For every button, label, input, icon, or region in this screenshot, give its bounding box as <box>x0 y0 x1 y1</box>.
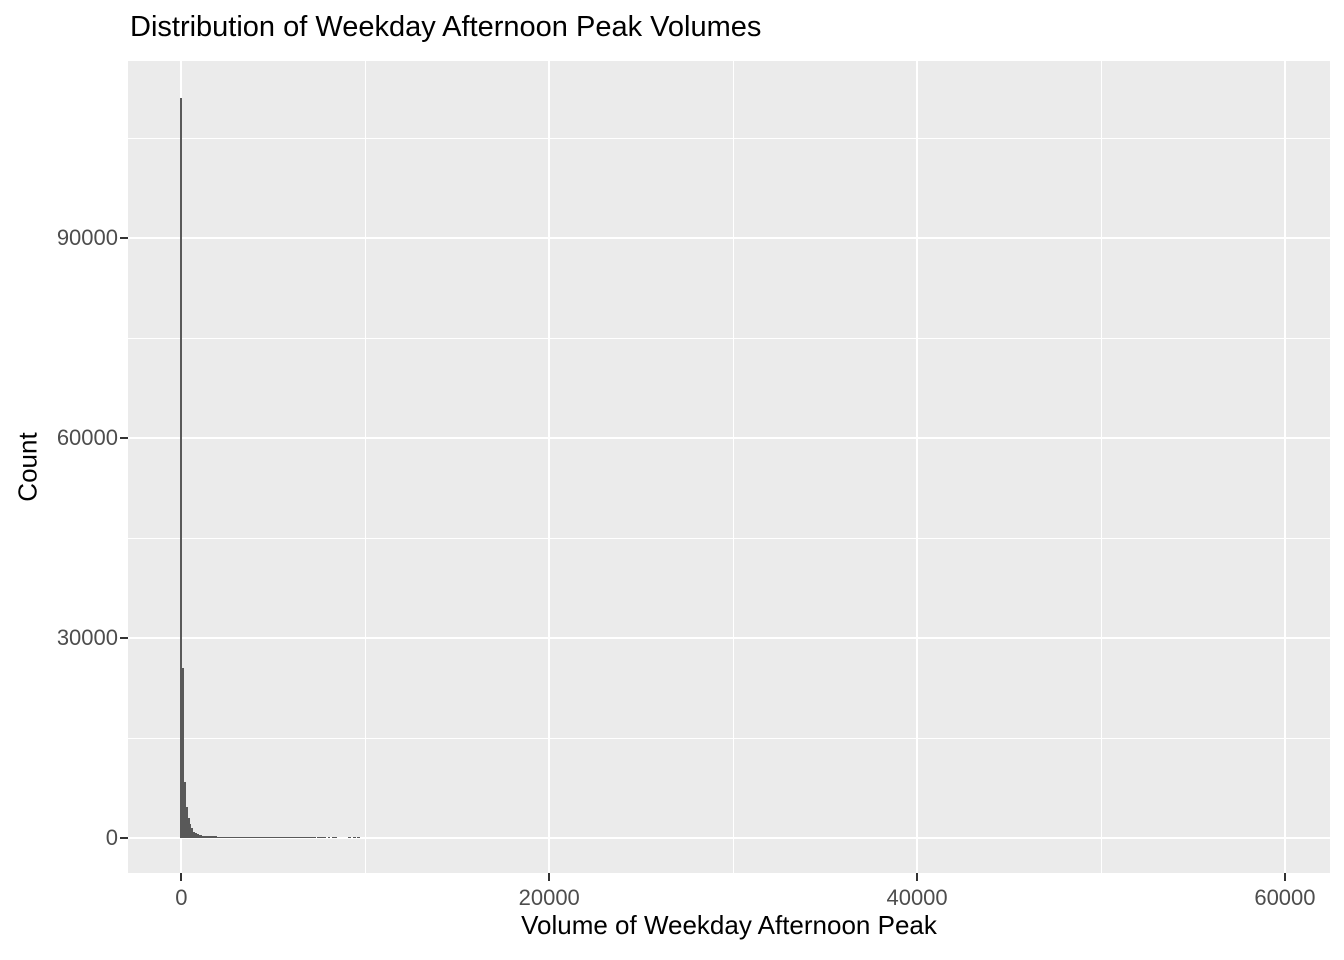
histogram-bar <box>187 818 190 838</box>
plot-panel <box>128 61 1330 873</box>
x-tick-label: 60000 <box>1254 885 1316 910</box>
x-major-gridline <box>548 61 551 873</box>
histogram-tail-bar <box>348 837 352 838</box>
y-tick-mark <box>120 237 128 239</box>
y-minor-gridline <box>128 137 1330 139</box>
histogram-bar <box>189 824 192 838</box>
histogram-bar <box>198 834 201 838</box>
histogram-bar <box>211 836 214 838</box>
y-tick-label: 30000 <box>56 625 118 650</box>
y-tick-mark <box>120 437 128 439</box>
histogram-tail-bar <box>357 837 361 838</box>
x-tick-mark <box>180 873 183 881</box>
histogram-bar <box>184 782 186 838</box>
y-minor-gridline <box>128 537 1330 539</box>
x-minor-gridline <box>364 61 366 873</box>
histogram-bar <box>213 836 216 838</box>
histogram-bar <box>215 836 218 838</box>
x-tick-label: 40000 <box>886 885 948 910</box>
histogram-bar <box>200 835 203 838</box>
histogram-bar <box>193 831 196 838</box>
histogram-bar <box>180 98 183 838</box>
histogram-bar <box>182 668 185 838</box>
histogram-bar <box>209 836 212 838</box>
y-major-gridline <box>128 637 1330 639</box>
histogram-bar <box>191 828 194 838</box>
y-major-gridline <box>128 237 1330 239</box>
y-tick-label: 0 <box>105 825 118 850</box>
y-minor-gridline <box>128 337 1330 339</box>
histogram-bar <box>196 834 199 838</box>
histogram-tail-bar <box>327 836 331 838</box>
x-minor-gridline <box>1100 61 1102 873</box>
histogram-bar <box>204 835 207 838</box>
histogram-bar <box>217 836 220 838</box>
x-tick-mark <box>548 873 551 881</box>
histogram-tail-bar <box>220 836 265 838</box>
histogram-bar <box>206 836 208 838</box>
histogram-bar <box>185 806 188 838</box>
x-axis-title: Volume of Weekday Afternoon Peak <box>521 910 937 940</box>
x-minor-gridline <box>732 61 734 873</box>
y-minor-gridline <box>128 737 1330 739</box>
histogram-tail-bar <box>353 837 356 838</box>
x-tick-label: 0 <box>175 885 188 910</box>
histogram-bar <box>208 836 210 838</box>
y-tick-label: 60000 <box>56 425 118 450</box>
histogram-tail-bar <box>332 836 337 838</box>
histogram-bar <box>202 835 205 838</box>
chart-title: Distribution of Weekday Afternoon Peak V… <box>130 11 762 43</box>
y-tick-mark <box>120 637 128 639</box>
y-tick-mark <box>120 837 128 839</box>
histogram-tail-bar <box>264 836 316 838</box>
x-major-gridline <box>916 61 919 873</box>
x-tick-mark <box>916 873 919 881</box>
y-tick-label: 90000 <box>56 225 118 250</box>
histogram-bar <box>195 833 197 838</box>
x-tick-label: 20000 <box>518 885 580 910</box>
histogram-bar <box>219 836 221 838</box>
y-major-gridline <box>128 837 1330 839</box>
x-major-gridline <box>1283 61 1286 873</box>
histogram-tail-bar <box>317 836 326 838</box>
x-tick-mark <box>1283 873 1286 881</box>
y-major-gridline <box>128 437 1330 439</box>
